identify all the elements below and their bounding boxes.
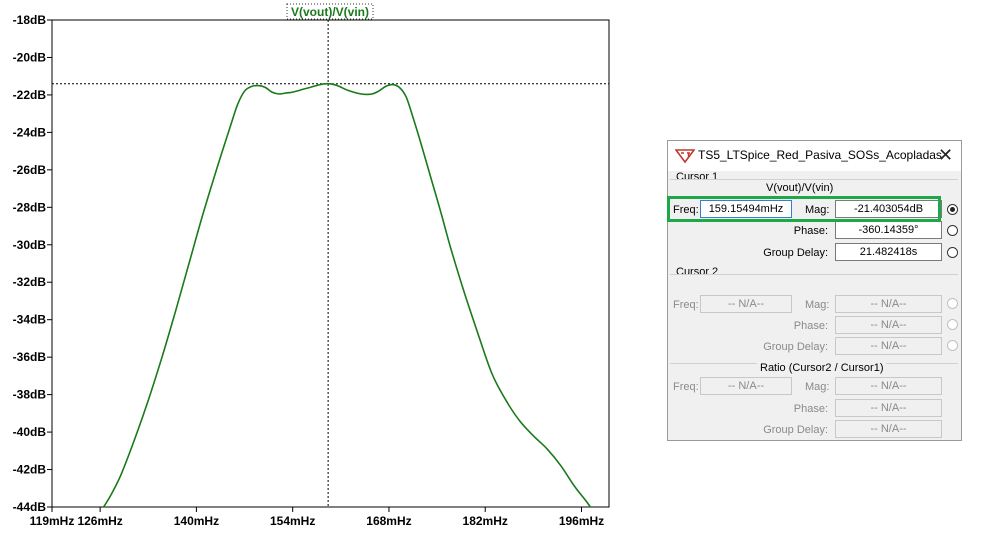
x-tick-label: 126mHz	[77, 514, 122, 528]
cursor1-phase-field[interactable]: -360.14359°	[835, 221, 942, 239]
ratio-freq-field: -- N/A--	[700, 377, 792, 395]
y-tick-label: -36dB	[13, 350, 47, 364]
trace-title[interactable]: V(vout)/V(vin)	[286, 3, 374, 20]
cursor1-freq-field[interactable]: 159.15494mHz	[700, 200, 792, 218]
cursor2-group-delay-radio	[947, 340, 958, 351]
series-line-vout-vin	[102, 82, 592, 508]
y-tick-label: -22dB	[13, 88, 47, 102]
bode-plot[interactable]: -18dB -20dB -22dB -24dB -26dB -28dB -30dB -32dB…	[0, 0, 620, 541]
ratio-group-delay-label: Group Delay:	[763, 424, 828, 436]
cursor1-phase-label: Phase:	[793, 225, 828, 237]
cursor1-mag-radio[interactable]	[947, 204, 958, 215]
y-tick-label: -28dB	[13, 200, 47, 214]
highlight-box	[667, 196, 941, 222]
cursor1-group-delay-field[interactable]: 21.482418s	[835, 243, 942, 261]
cursor1-group-line	[670, 179, 958, 180]
y-tick-label: -38dB	[13, 388, 47, 402]
cursor2-phase-label: Phase:	[793, 320, 828, 332]
y-tick-label: -32dB	[13, 275, 47, 289]
trace-title-box	[286, 3, 374, 20]
y-tick-label: -18dB	[13, 13, 47, 27]
cursor2-group-label: Cursor 2	[676, 266, 719, 278]
cursor2-freq-field: -- N/A--	[700, 295, 792, 313]
y-tick-label: -30dB	[13, 238, 47, 252]
radio-dot-icon	[950, 207, 955, 212]
ratio-freq-label: Freq:	[673, 381, 699, 393]
x-axis-ticks: 119mHz 126mHz 140mHz 154mHz 168mHz 182mHz 196m…	[30, 507, 604, 528]
cursor2-group-delay-field: -- N/A--	[835, 337, 942, 355]
y-tick-label: -24dB	[13, 125, 47, 139]
ratio-phase-label: Phase:	[793, 403, 828, 415]
x-tick-label: 168mHz	[366, 514, 411, 528]
ratio-group-label: Ratio (Cursor2 / Cursor1)	[757, 362, 887, 374]
cursor1-mag-field[interactable]: -21.403054dB	[835, 200, 942, 218]
y-axis-ticks: -18dB -20dB -22dB -24dB -26dB -28dB -30dB -32dB…	[13, 13, 52, 514]
dialog-titlebar[interactable]: TS5_LTSpice_Red_Pasiva_SOSs_Acopladas ✕	[668, 141, 961, 171]
cursor1-mag-label: Mag:	[805, 204, 830, 216]
cursor2-freq-label: Freq:	[673, 299, 699, 311]
cursor1-group-delay-radio[interactable]	[947, 247, 958, 258]
cursor2-mag-radio	[947, 298, 958, 309]
cursor-crosshair[interactable]	[52, 20, 609, 507]
y-tick-label: -34dB	[13, 313, 47, 327]
ratio-phase-field: -- N/A--	[835, 399, 942, 417]
x-tick-label: 196mHz	[559, 514, 604, 528]
y-tick-label: -40dB	[13, 425, 47, 439]
plot-area[interactable]	[51, 19, 610, 508]
trace-title-text: V(vout)/V(vin)	[291, 5, 369, 19]
cursor1-trace-name: V(vout)/V(vin)	[766, 182, 834, 194]
cursor1-freq-label: Freq:	[673, 204, 699, 216]
x-tick-label: 140mHz	[174, 514, 219, 528]
cursor-dialog[interactable]: TS5_LTSpice_Red_Pasiva_SOSs_Acopladas ✕ …	[667, 140, 962, 441]
close-icon[interactable]: ✕	[938, 145, 954, 165]
x-tick-label: 119mHz	[30, 514, 75, 528]
x-tick-label: 182mHz	[463, 514, 508, 528]
ratio-mag-label: Mag:	[805, 381, 830, 393]
cursor1-group-label: Cursor 1	[676, 171, 719, 183]
ratio-mag-field: -- N/A--	[835, 377, 942, 395]
y-tick-label: -26dB	[13, 163, 47, 177]
cursor2-phase-radio	[947, 319, 958, 330]
cursor2-group-delay-label: Group Delay:	[763, 341, 828, 353]
cursor2-phase-field: -- N/A--	[835, 316, 942, 334]
y-tick-label: -20dB	[13, 50, 47, 64]
dialog-title: TS5_LTSpice_Red_Pasiva_SOSs_Acopladas	[698, 148, 942, 162]
y-tick-label: -44dB	[13, 500, 47, 514]
x-tick-label: 154mHz	[270, 514, 315, 528]
ratio-group-delay-field: -- N/A--	[835, 420, 942, 438]
cursor2-mag-label: Mag:	[805, 299, 830, 311]
ltspice-logo-icon	[675, 149, 695, 164]
y-tick-label: -42dB	[13, 463, 47, 477]
cursor1-phase-radio[interactable]	[947, 225, 958, 236]
cursor2-mag-field: -- N/A--	[835, 295, 942, 313]
cursor2-group-line	[670, 274, 958, 275]
cursor1-group-delay-label: Group Delay:	[763, 247, 828, 259]
